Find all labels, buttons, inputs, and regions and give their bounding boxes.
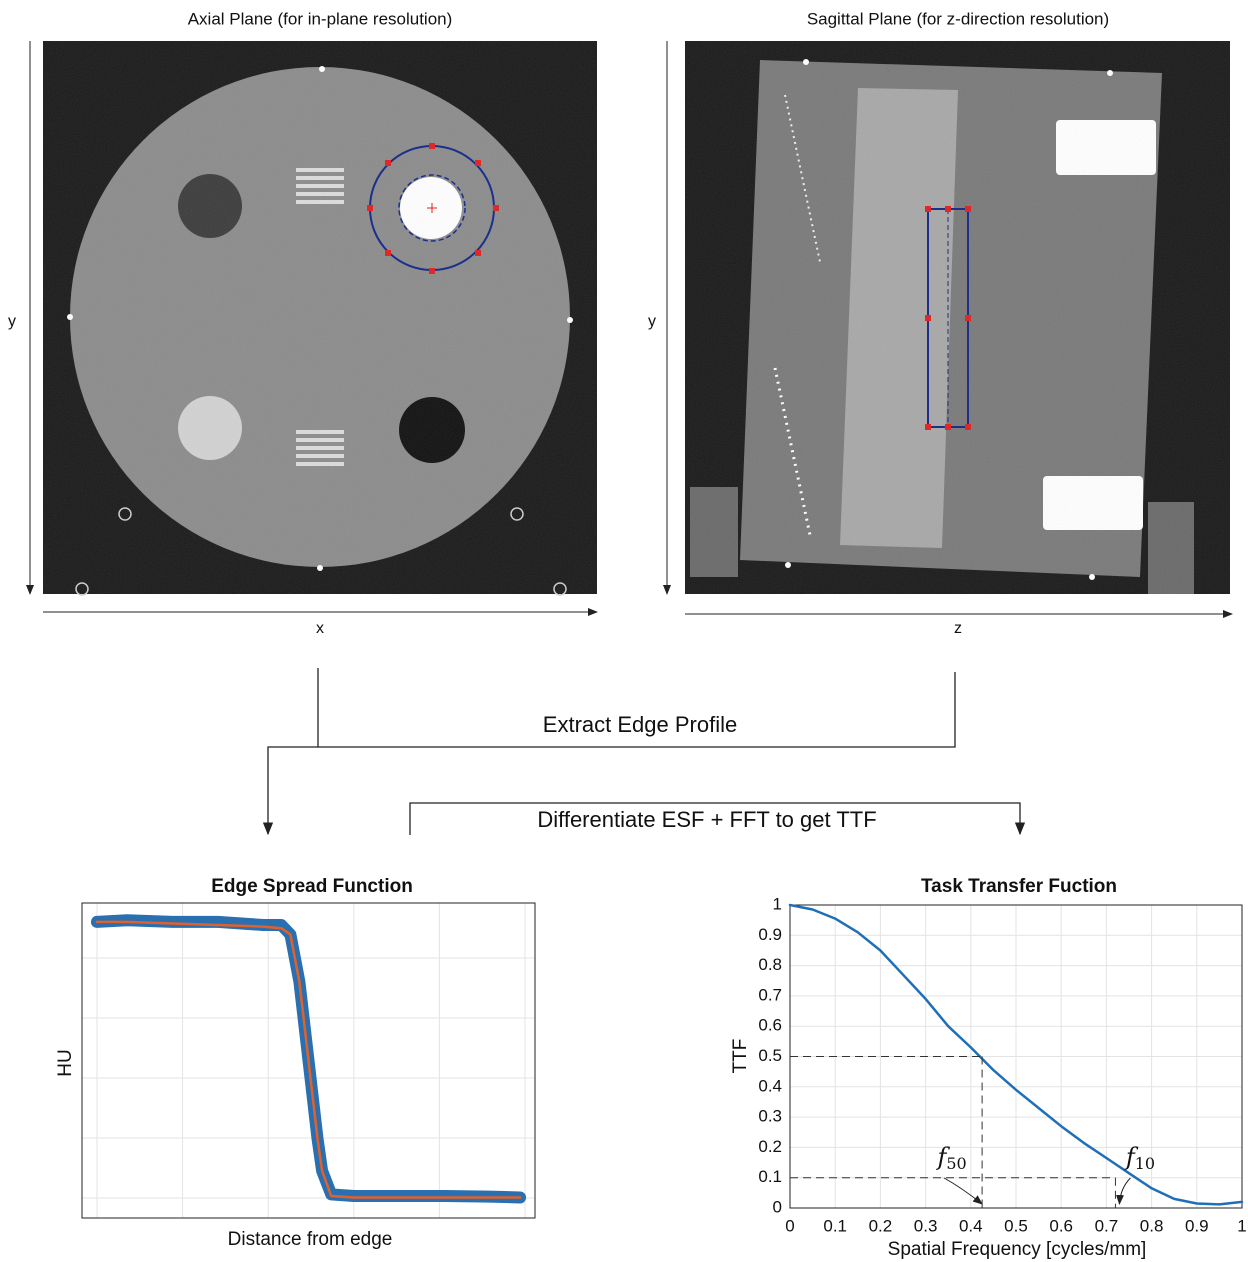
y-tick-label: 0 (773, 1197, 782, 1216)
y-tick-label: 0.1 (758, 1167, 782, 1186)
sagittal-image (685, 41, 1230, 594)
x-axis-label: Distance from edge (228, 1229, 393, 1250)
annotation-subscript: 50 (946, 1154, 966, 1173)
y-tick-label: 1 (773, 894, 782, 913)
data-line (788, 903, 1244, 1206)
x-tick-label: 0.5 (1004, 1216, 1028, 1235)
axis-label: y (8, 313, 16, 330)
y-tick-label: 0.9 (758, 925, 782, 944)
axis-label: z (954, 620, 962, 637)
x-tick-label: 0.9 (1185, 1216, 1209, 1235)
y-tick-label: 0.6 (758, 1016, 782, 1035)
axial-image (43, 41, 597, 596)
y-tick-label: 0.5 (758, 1046, 782, 1065)
annotation-arrow (1116, 1177, 1131, 1205)
annotation-arrow (943, 1177, 983, 1205)
x-tick-label: 0 (785, 1216, 794, 1235)
panel-title: Sagittal Plane (for z-direction resoluti… (807, 9, 1109, 28)
x-tick-label: 0.8 (1140, 1216, 1164, 1235)
data-line (95, 920, 522, 1199)
x-tick-label: 0.3 (914, 1216, 938, 1235)
y-tick-label: 0.2 (758, 1137, 782, 1156)
flow-connectors (262, 668, 1026, 836)
chart-title: Task Transfer Fuction (921, 876, 1117, 897)
annotation-subscript: 10 (1135, 1154, 1155, 1173)
y-axis-label: HU (55, 1049, 76, 1076)
x-tick-label: 0.7 (1095, 1216, 1119, 1235)
axis-label: y (648, 313, 656, 330)
chart-title: Edge Spread Function (211, 876, 413, 897)
panel-title: Axial Plane (for in-plane resolution) (188, 9, 453, 28)
plot-frame (81, 902, 536, 1219)
y-tick-label: 0.4 (758, 1076, 782, 1095)
flow-label: Extract Edge Profile (543, 712, 737, 737)
x-tick-label: 0.4 (959, 1216, 983, 1235)
x-tick-label: 0.6 (1049, 1216, 1073, 1235)
charts: Edge Spread Function Distance from edge HU… (55, 876, 1247, 1260)
y-axis-label: TTF (730, 1039, 751, 1074)
y-tick-label: 0.8 (758, 955, 782, 974)
x-axis-label: Spatial Frequency [cycles/mm] (888, 1239, 1147, 1260)
y-tick-label: 0.3 (758, 1107, 782, 1126)
x-tick-label: 0.2 (869, 1216, 893, 1235)
flow-label: Differentiate ESF + FFT to get TTF (537, 807, 876, 832)
axis-label: x (316, 620, 324, 637)
y-tick-label: 0.7 (758, 985, 782, 1004)
x-tick-label: 0.1 (823, 1216, 847, 1235)
x-tick-label: 1 (1237, 1216, 1246, 1235)
